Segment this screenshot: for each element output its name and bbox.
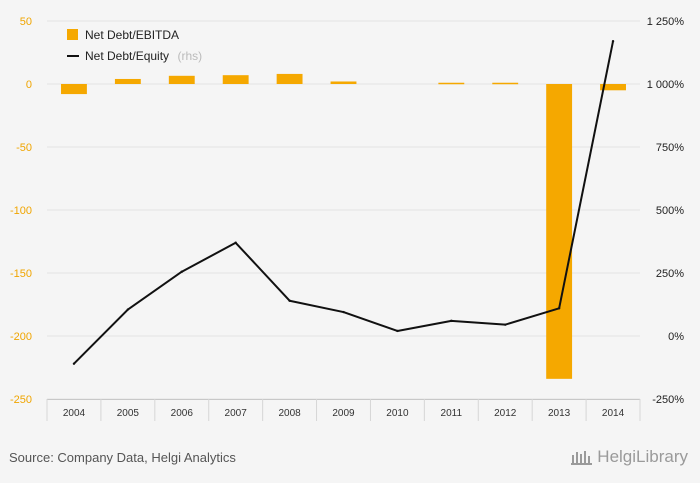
left-tick-label: -100 — [10, 205, 32, 217]
library-icon — [571, 451, 593, 465]
x-axis: 2004 2005 2006 2007 2008 2009 2010 2011 2012 2013… — [46, 399, 641, 421]
line-point — [396, 329, 399, 333]
bar — [61, 84, 87, 95]
line-point — [611, 39, 615, 43]
line-point — [288, 299, 291, 302]
right-tick-label: 0% — [668, 331, 684, 343]
left-tick-label: 0 — [26, 79, 32, 91]
grid — [47, 20, 640, 400]
x-tick-label: 2011 — [441, 408, 463, 419]
brand-logo[interactable]: HelgiLibrary — [571, 447, 688, 467]
right-tick-label: 1 000% — [647, 79, 685, 91]
right-tick-label: 500% — [656, 205, 684, 217]
line-point — [234, 241, 237, 244]
bar — [330, 81, 357, 84]
line-point — [450, 319, 453, 323]
right-tick-label: 1 250% — [647, 16, 685, 28]
line-point — [72, 362, 76, 365]
legend: Net Debt/EBITDA Net Debt/Equity (rhs) — [67, 28, 202, 64]
legend-label-line: Net Debt/Equity — [85, 49, 169, 63]
bar — [168, 75, 195, 84]
bar-series — [61, 73, 626, 379]
legend-swatch-bar — [67, 29, 78, 40]
line-point — [342, 310, 345, 314]
left-tick-label: 50 — [20, 16, 32, 28]
line-point — [557, 307, 561, 310]
line-point — [504, 323, 507, 326]
bar — [546, 84, 573, 379]
x-tick-label: 2005 — [117, 408, 140, 419]
line-point — [180, 270, 183, 273]
bar — [276, 73, 303, 84]
right-tick-label: 750% — [656, 142, 684, 154]
right-axis: 1 250% 1 000% 750% 500% 250% 0% -250% — [647, 16, 685, 406]
left-axis: 50 0 -50 -100 -150 -200 -250 — [10, 16, 32, 406]
left-tick-label: -200 — [10, 331, 32, 343]
legend-label-line-group: Net Debt/Equity (rhs) — [85, 47, 202, 64]
x-tick-label: 2012 — [494, 408, 517, 419]
x-tick-label: 2014 — [602, 408, 625, 419]
brand-name: HelgiLibrary — [597, 447, 688, 466]
x-tick-label: 2007 — [225, 408, 248, 419]
source-text: Source: Company Data, Helgi Analytics — [9, 450, 236, 465]
left-tick-label: -50 — [16, 142, 32, 154]
x-tick-label: 2004 — [63, 408, 86, 419]
left-tick-label: -250 — [10, 394, 32, 406]
line-point — [126, 308, 130, 311]
left-tick-label: -150 — [10, 268, 32, 280]
bar — [222, 75, 249, 84]
x-tick-label: 2009 — [332, 408, 355, 419]
line-path — [73, 40, 615, 365]
bar — [600, 84, 626, 91]
line-series — [72, 39, 615, 365]
x-tick-label: 2013 — [548, 408, 571, 419]
bar — [114, 78, 141, 84]
legend-label-line-note: (rhs) — [178, 49, 203, 63]
x-tick-label: 2006 — [171, 408, 194, 419]
right-tick-label: 250% — [656, 268, 684, 280]
x-tick-label: 2008 — [278, 408, 301, 419]
x-tick-label: 2010 — [386, 408, 409, 419]
right-tick-label: -250% — [652, 394, 684, 406]
bar — [438, 82, 465, 85]
legend-label-bar: Net Debt/EBITDA — [85, 28, 179, 42]
bar — [492, 82, 519, 85]
